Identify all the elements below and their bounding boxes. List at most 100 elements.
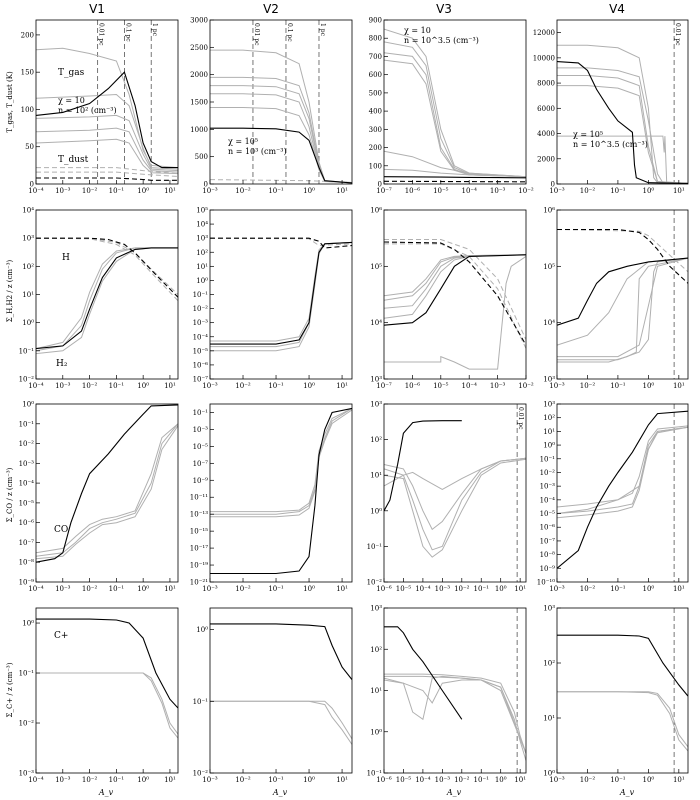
axes-frame <box>35 607 179 774</box>
ylabel-cplus: Σ_C+ / z (cm⁻³) <box>6 662 14 717</box>
y-tick-label: 10² <box>22 263 34 271</box>
comparison-series-line <box>36 167 178 175</box>
y-tick-label: 150 <box>21 69 34 77</box>
comparison-series-line <box>36 237 178 295</box>
y-tick-label: 10⁻⁵ <box>193 443 209 451</box>
axes-frame <box>35 19 179 185</box>
x-tick-label: 10⁰ <box>495 776 507 784</box>
x-tick-label: 10¹ <box>164 187 176 195</box>
y-tick-label: 10⁻¹ <box>193 409 209 417</box>
y-tick-label: 400 <box>369 108 382 116</box>
pc-marker-label: 1 pc <box>319 23 326 37</box>
panel-v3-h-h2: 10⁻⁷ 10⁻⁶ 10⁻⁵ 10⁻⁴ 10⁻³ 10⁻² 10³ 10⁴ 10⁵ 10⁶ <box>370 207 534 391</box>
y-tick-label: 1500 <box>190 99 208 107</box>
highlight-series-line <box>36 618 178 709</box>
comparison-series-line <box>557 229 688 273</box>
y-tick-label: 4000 <box>537 130 555 138</box>
x-tick-label: 10¹ <box>164 776 176 784</box>
y-tick-label: 2500 <box>190 44 208 52</box>
y-tick-label: 0 <box>30 181 34 189</box>
comparison-series-line <box>210 49 352 184</box>
highlight-series-line <box>384 176 526 179</box>
axes-frame <box>383 403 527 583</box>
panel-v1-co: 10⁻⁴ 10⁻³ 10⁻² 10⁻¹ 10⁰ 10¹ 10⁻⁹ 10⁻⁸ 10⁻⁷ 10⁻⁶ 10… <box>19 401 179 593</box>
xlabel-v2: A_v <box>272 788 288 797</box>
comparison-series-line <box>384 59 526 178</box>
column-title-v2: V2 <box>263 2 279 16</box>
x-tick-label: 10⁻¹ <box>109 187 125 195</box>
highlight-series-line <box>384 180 526 183</box>
column-title-v1: V1 <box>89 2 105 16</box>
axes-frame <box>209 209 353 380</box>
y-tick-label: 10⁰ <box>196 277 208 285</box>
y-tick-label: 10⁻⁹ <box>540 565 556 573</box>
panel-v4-h-h2: 10⁻³ 10⁻² 10⁻¹ 10⁰ 10¹ 10³ 10⁴ 10⁵ 10⁶ <box>543 207 689 390</box>
x-tick-label: 10⁻³ <box>55 585 71 593</box>
y-tick-label: 10⁴ <box>196 221 208 229</box>
column-title-v4: V4 <box>609 2 625 16</box>
x-tick-label: 10⁻³ <box>202 585 218 593</box>
comparison-series-line <box>36 171 178 177</box>
y-tick-label: 10⁻¹³ <box>190 511 208 519</box>
x-tick-label: 10⁻⁴ <box>28 776 44 784</box>
panel-annotation: H₂ <box>56 359 68 369</box>
panel-v4-co: 10⁻³ 10⁻² 10⁻¹ 10⁰ 10¹ 10⁻¹⁰ 10⁻⁹ 10⁻⁸ 10⁻⁷ 10⁻⁶ 1… <box>537 401 689 593</box>
comparison-series-line <box>384 254 526 297</box>
comparison-series-line <box>557 67 688 184</box>
y-tick-label: 300 <box>369 126 382 134</box>
x-tick-label: 10⁻⁴ <box>28 585 44 593</box>
x-tick-label: 10⁻¹ <box>109 776 125 784</box>
comparison-series-line <box>557 426 688 514</box>
axes-frame <box>209 19 353 185</box>
x-tick-label: 10⁻⁷ <box>376 382 392 390</box>
x-tick-label: 10⁻⁷ <box>376 187 392 195</box>
comparison-series-line <box>210 241 352 342</box>
x-tick-label: 10⁻³ <box>202 187 218 195</box>
y-tick-label: 10⁻²¹ <box>190 579 208 587</box>
pc-marker-label: 1 pc <box>151 23 158 37</box>
y-tick-label: 3000 <box>190 17 208 25</box>
x-tick-label: 10⁻³ <box>549 585 565 593</box>
y-tick-label: 100 <box>369 162 382 170</box>
panel-annotation: χ = 10⁵ <box>228 137 258 146</box>
x-tick-label: 10⁻² <box>580 585 596 593</box>
highlight-series-line <box>36 237 178 298</box>
panel-annotation: n = 10² (cm⁻³) <box>58 106 117 115</box>
ylabel-h-h2: Σ_H,H2 / z (cm⁻³) <box>6 259 14 322</box>
comparison-series-line <box>210 85 352 184</box>
y-tick-label: 10⁻¹ <box>367 543 383 551</box>
x-tick-label: 10¹ <box>673 776 685 784</box>
y-tick-label: 10³ <box>370 605 382 613</box>
x-tick-label: 10⁻³ <box>55 382 71 390</box>
panel-annotation: C+ <box>54 631 68 641</box>
panel-v2-temperature: 0.01 pc 0.1 pc 1 pc 10⁻³ 10⁻² 10⁻¹ 10⁰ 10¹ 0 500 1… <box>190 17 353 195</box>
column-title-v3: V3 <box>436 2 452 16</box>
x-tick-label: 10⁻¹ <box>610 585 626 593</box>
panel-v4-cplus: 10⁻³ 10⁻² 10⁻¹ 10⁰ 10¹ 10⁰ 10¹ 10² 10³ <box>543 605 689 784</box>
pc-marker-label: 0.01 pc <box>253 23 260 46</box>
comparison-series-line <box>384 41 526 178</box>
y-tick-label: 10⁻¹ <box>19 420 35 428</box>
panel-annotation: χ = 10⁵ <box>573 130 603 139</box>
comparison-series-line <box>210 409 352 518</box>
y-tick-label: 10⁻⁶ <box>19 519 35 527</box>
comparison-series-line <box>36 247 178 352</box>
axes-frame <box>556 19 689 185</box>
panel-annotation: n = 10³ (cm⁻³) <box>228 147 287 156</box>
x-tick-label: 10⁻² <box>82 585 98 593</box>
y-tick-label: 200 <box>21 31 34 39</box>
y-tick-label: 10⁻² <box>193 305 209 313</box>
x-tick-label: 10⁻³ <box>202 382 218 390</box>
x-tick-label: 10⁻⁴ <box>28 187 44 195</box>
pc-marker-label: 0.01 pc <box>98 23 105 46</box>
comparison-series-line <box>557 257 688 358</box>
x-tick-label: 10⁻⁶ <box>376 776 392 784</box>
x-tick-label: 10⁻⁴ <box>415 585 431 593</box>
y-tick-label: 6000 <box>537 105 555 113</box>
ylabel-temperature: T_gas, T_dust (K) <box>6 71 14 133</box>
xlabel-v1: A_v <box>98 788 114 797</box>
y-tick-label: 10⁻⁷ <box>19 539 35 547</box>
